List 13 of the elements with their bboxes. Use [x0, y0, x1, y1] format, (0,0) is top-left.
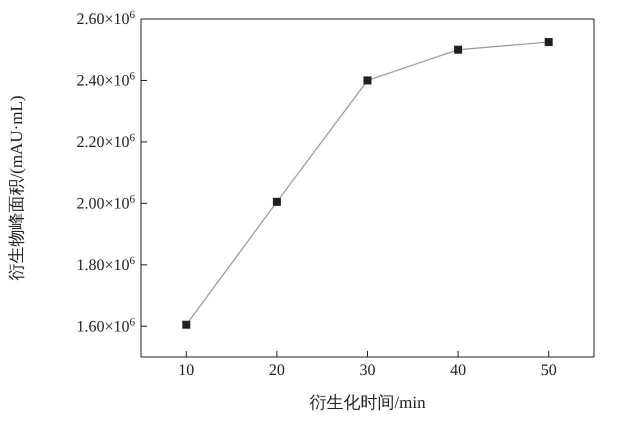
y-axis-title: 衍生物峰面积/(mAU·mL)	[7, 95, 26, 281]
x-axis-title: 衍生化时间/min	[309, 393, 426, 412]
x-tick-label: 50	[540, 362, 557, 379]
y-tick-label: 1.80×10$^{6}$	[76, 254, 136, 274]
y-tick-label: 2.00×10$^{6}$	[76, 193, 136, 212]
y-tick-label: 2.20×10$^{6}$	[76, 132, 136, 151]
y-tick-label: 1.60×10$^{6}$	[76, 316, 136, 336]
x-tick-label: 30	[360, 362, 376, 379]
y-tick-label: 2.40×10$^{6}$	[76, 70, 136, 90]
x-tick-label: 20	[268, 362, 285, 379]
x-tick-label: 40	[450, 362, 466, 379]
x-tick-label: 10	[178, 362, 194, 379]
y-tick-label: 2.60×10$^{6}$	[76, 9, 136, 28]
